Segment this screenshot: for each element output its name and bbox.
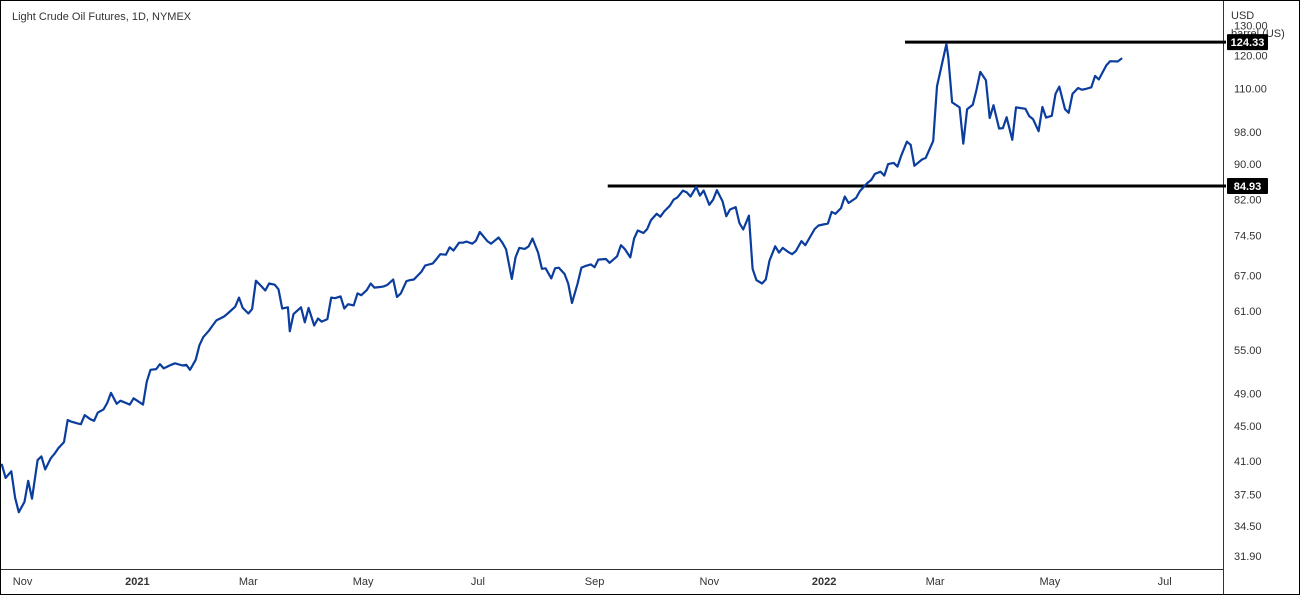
price-tick-label: 90.00	[1234, 159, 1262, 171]
price-series-line	[0, 42, 1123, 514]
time-tick-label: Mar	[926, 576, 945, 588]
time-tick-label: May	[1040, 576, 1061, 588]
level-badges: 124.33 84.93	[1227, 34, 1268, 195]
price-tick-label: 82.00	[1234, 194, 1262, 206]
level-badge-label: 124.33	[1231, 37, 1265, 49]
chart-title: Light Crude Oil Futures, 1D, NYMEX	[12, 11, 192, 23]
time-tick-label: May	[353, 576, 374, 588]
price-tick-label: 61.00	[1234, 306, 1262, 318]
time-tick-label: Jul	[471, 576, 485, 588]
price-tick-label: 67.00	[1234, 271, 1262, 283]
axis-unit-currency: USD	[1231, 10, 1255, 22]
price-tick-label: 110.00	[1234, 83, 1267, 95]
price-tick-label: 37.50	[1234, 490, 1262, 502]
time-tick-label: Nov	[700, 576, 720, 588]
price-axis: 130.00 120.00 110.00 98.00 90.00 82.00 74.50 67…	[1234, 20, 1268, 562]
level-badge	[1227, 178, 1268, 195]
time-tick-label: Mar	[239, 576, 258, 588]
price-tick-label: 41.00	[1234, 456, 1262, 468]
time-axis: Nov 2021 Mar May Jul Sep Nov 2022 Mar May Jul	[13, 576, 1172, 588]
time-tick-label: 2021	[125, 576, 149, 588]
level-badge-label: 84.93	[1234, 181, 1262, 193]
price-tick-label: 34.50	[1234, 521, 1262, 533]
price-tick-label: 45.00	[1234, 421, 1262, 433]
time-tick-label: Jul	[1158, 576, 1172, 588]
level-badge	[1227, 34, 1268, 51]
time-tick-label: Sep	[585, 576, 605, 588]
price-tick-label: 49.00	[1234, 389, 1262, 401]
price-tick-label: 130.00	[1234, 20, 1268, 32]
price-tick-label: 98.00	[1234, 127, 1262, 139]
time-tick-label: 2022	[812, 576, 836, 588]
price-tick-label: 120.00	[1234, 50, 1268, 62]
price-tick-label: 74.50	[1234, 230, 1262, 242]
price-tick-label: 55.00	[1234, 345, 1262, 357]
horizontal-levels	[607, 40, 1226, 188]
time-tick-label: Nov	[13, 576, 33, 588]
price-tick-label: 31.90	[1234, 551, 1262, 563]
